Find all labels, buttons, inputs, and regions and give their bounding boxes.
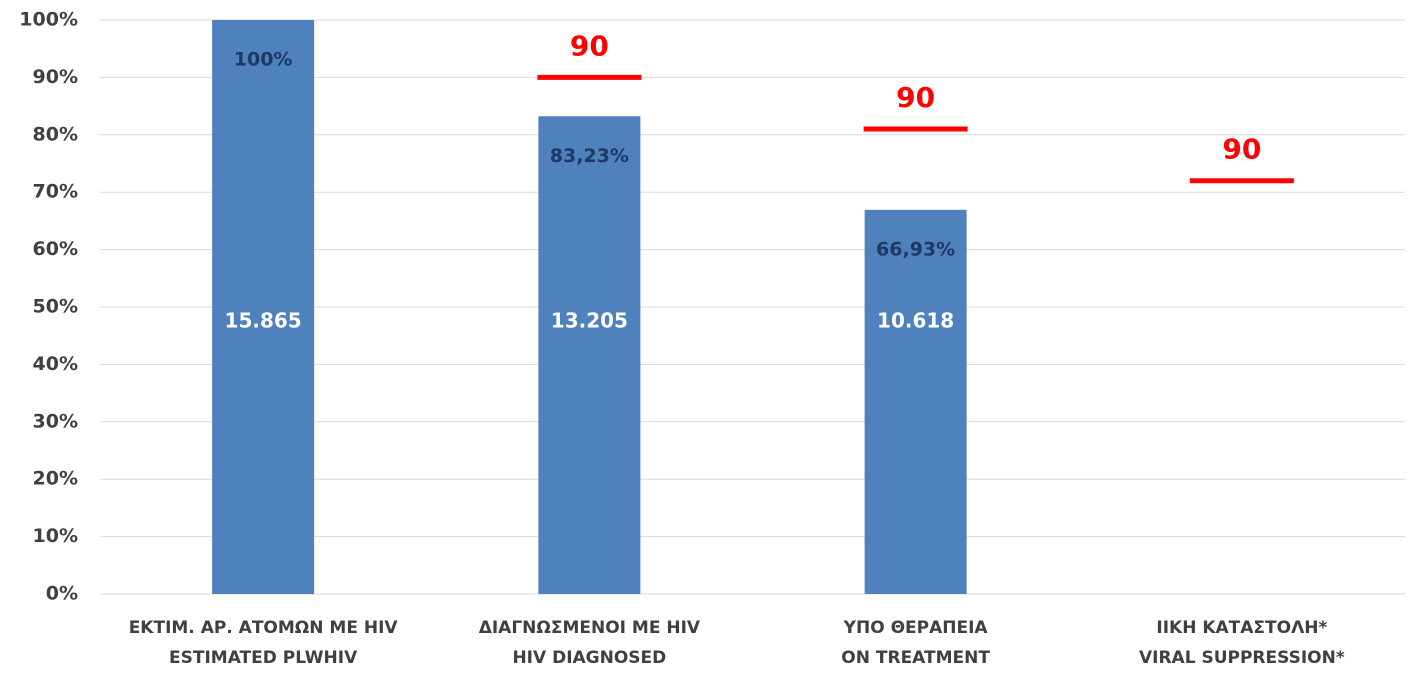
x-tick-label: ΔΙΑΓΝΩΣΜΕΝΟΙ ΜΕ HIV bbox=[479, 618, 701, 638]
x-tick-label: ΥΠΟ ΘΕΡΑΠΕΙΑ bbox=[843, 618, 989, 638]
y-tick-label: 60% bbox=[33, 238, 78, 260]
y-tick-label: 20% bbox=[33, 468, 78, 490]
count-label: 13.205 bbox=[551, 309, 628, 333]
y-tick-label: 100% bbox=[19, 9, 78, 31]
y-tick-label: 70% bbox=[33, 181, 78, 203]
target-label: 90 bbox=[1222, 133, 1261, 166]
bar bbox=[212, 20, 315, 594]
value-label: 66,93% bbox=[876, 238, 955, 260]
y-tick-label: 30% bbox=[33, 410, 78, 432]
value-label: 100% bbox=[234, 49, 293, 71]
target-label: 90 bbox=[896, 81, 935, 114]
y-tick-label: 10% bbox=[33, 525, 78, 547]
target-label: 90 bbox=[570, 29, 609, 62]
y-tick-label: 80% bbox=[33, 123, 78, 145]
bar bbox=[864, 209, 967, 595]
y-tick-label: 0% bbox=[46, 583, 78, 605]
y-tick-label: 90% bbox=[33, 66, 78, 88]
x-tick-label: ON TREATMENT bbox=[841, 648, 990, 668]
count-label: 15.865 bbox=[225, 309, 302, 333]
x-tick-label: ESTIMATED PLWHIV bbox=[169, 648, 358, 668]
x-tick-label: ΕΚΤΙΜ. ΑΡ. ΑΤΟΜΩΝ ΜΕ HIV bbox=[129, 618, 399, 638]
count-label: 10.618 bbox=[877, 309, 954, 333]
x-tick-label: VIRAL SUPPRESSION* bbox=[1139, 648, 1345, 668]
x-tick-label: ΙΙΚΗ ΚΑΤΑΣΤΟΛΗ* bbox=[1156, 618, 1327, 638]
y-tick-label: 40% bbox=[33, 353, 78, 375]
y-tick-label: 50% bbox=[33, 296, 78, 318]
x-tick-label: HIV DIAGNOSED bbox=[512, 648, 666, 668]
bar bbox=[538, 116, 641, 594]
value-label: 83,23% bbox=[550, 145, 629, 167]
